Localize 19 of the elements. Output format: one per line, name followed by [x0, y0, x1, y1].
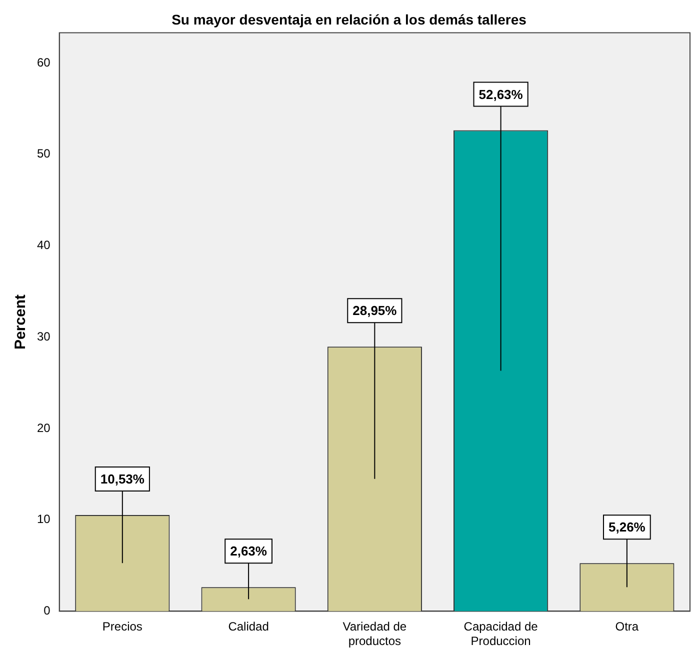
- y-tick-label: 10: [36, 512, 51, 526]
- y-tick-label: 60: [36, 55, 51, 70]
- chart-title: Su mayor desventaja en relación a los demás talleres: [172, 11, 527, 28]
- y-tick-label: 20: [36, 420, 51, 435]
- data-label: 28,95%: [352, 303, 398, 318]
- y-axis-title: Percent: [12, 294, 30, 350]
- data-label: 5,26%: [608, 520, 646, 535]
- x-tick-label: Capacidad de Produccion: [464, 620, 538, 648]
- x-tick-label: Calidad: [228, 620, 269, 634]
- y-tick-label: 50: [36, 146, 51, 161]
- data-label: 2,63%: [230, 544, 268, 559]
- x-tick-label: Variedad de productos: [342, 620, 407, 648]
- x-tick-label: Precios: [102, 620, 142, 634]
- y-tick-label: 40: [36, 238, 51, 252]
- y-tick-label: 0: [44, 604, 51, 618]
- data-label: 10,53%: [100, 472, 145, 487]
- y-tick-label: 30: [36, 329, 51, 344]
- x-tick-label: Otra: [615, 620, 639, 634]
- data-label: 52,63%: [478, 86, 524, 102]
